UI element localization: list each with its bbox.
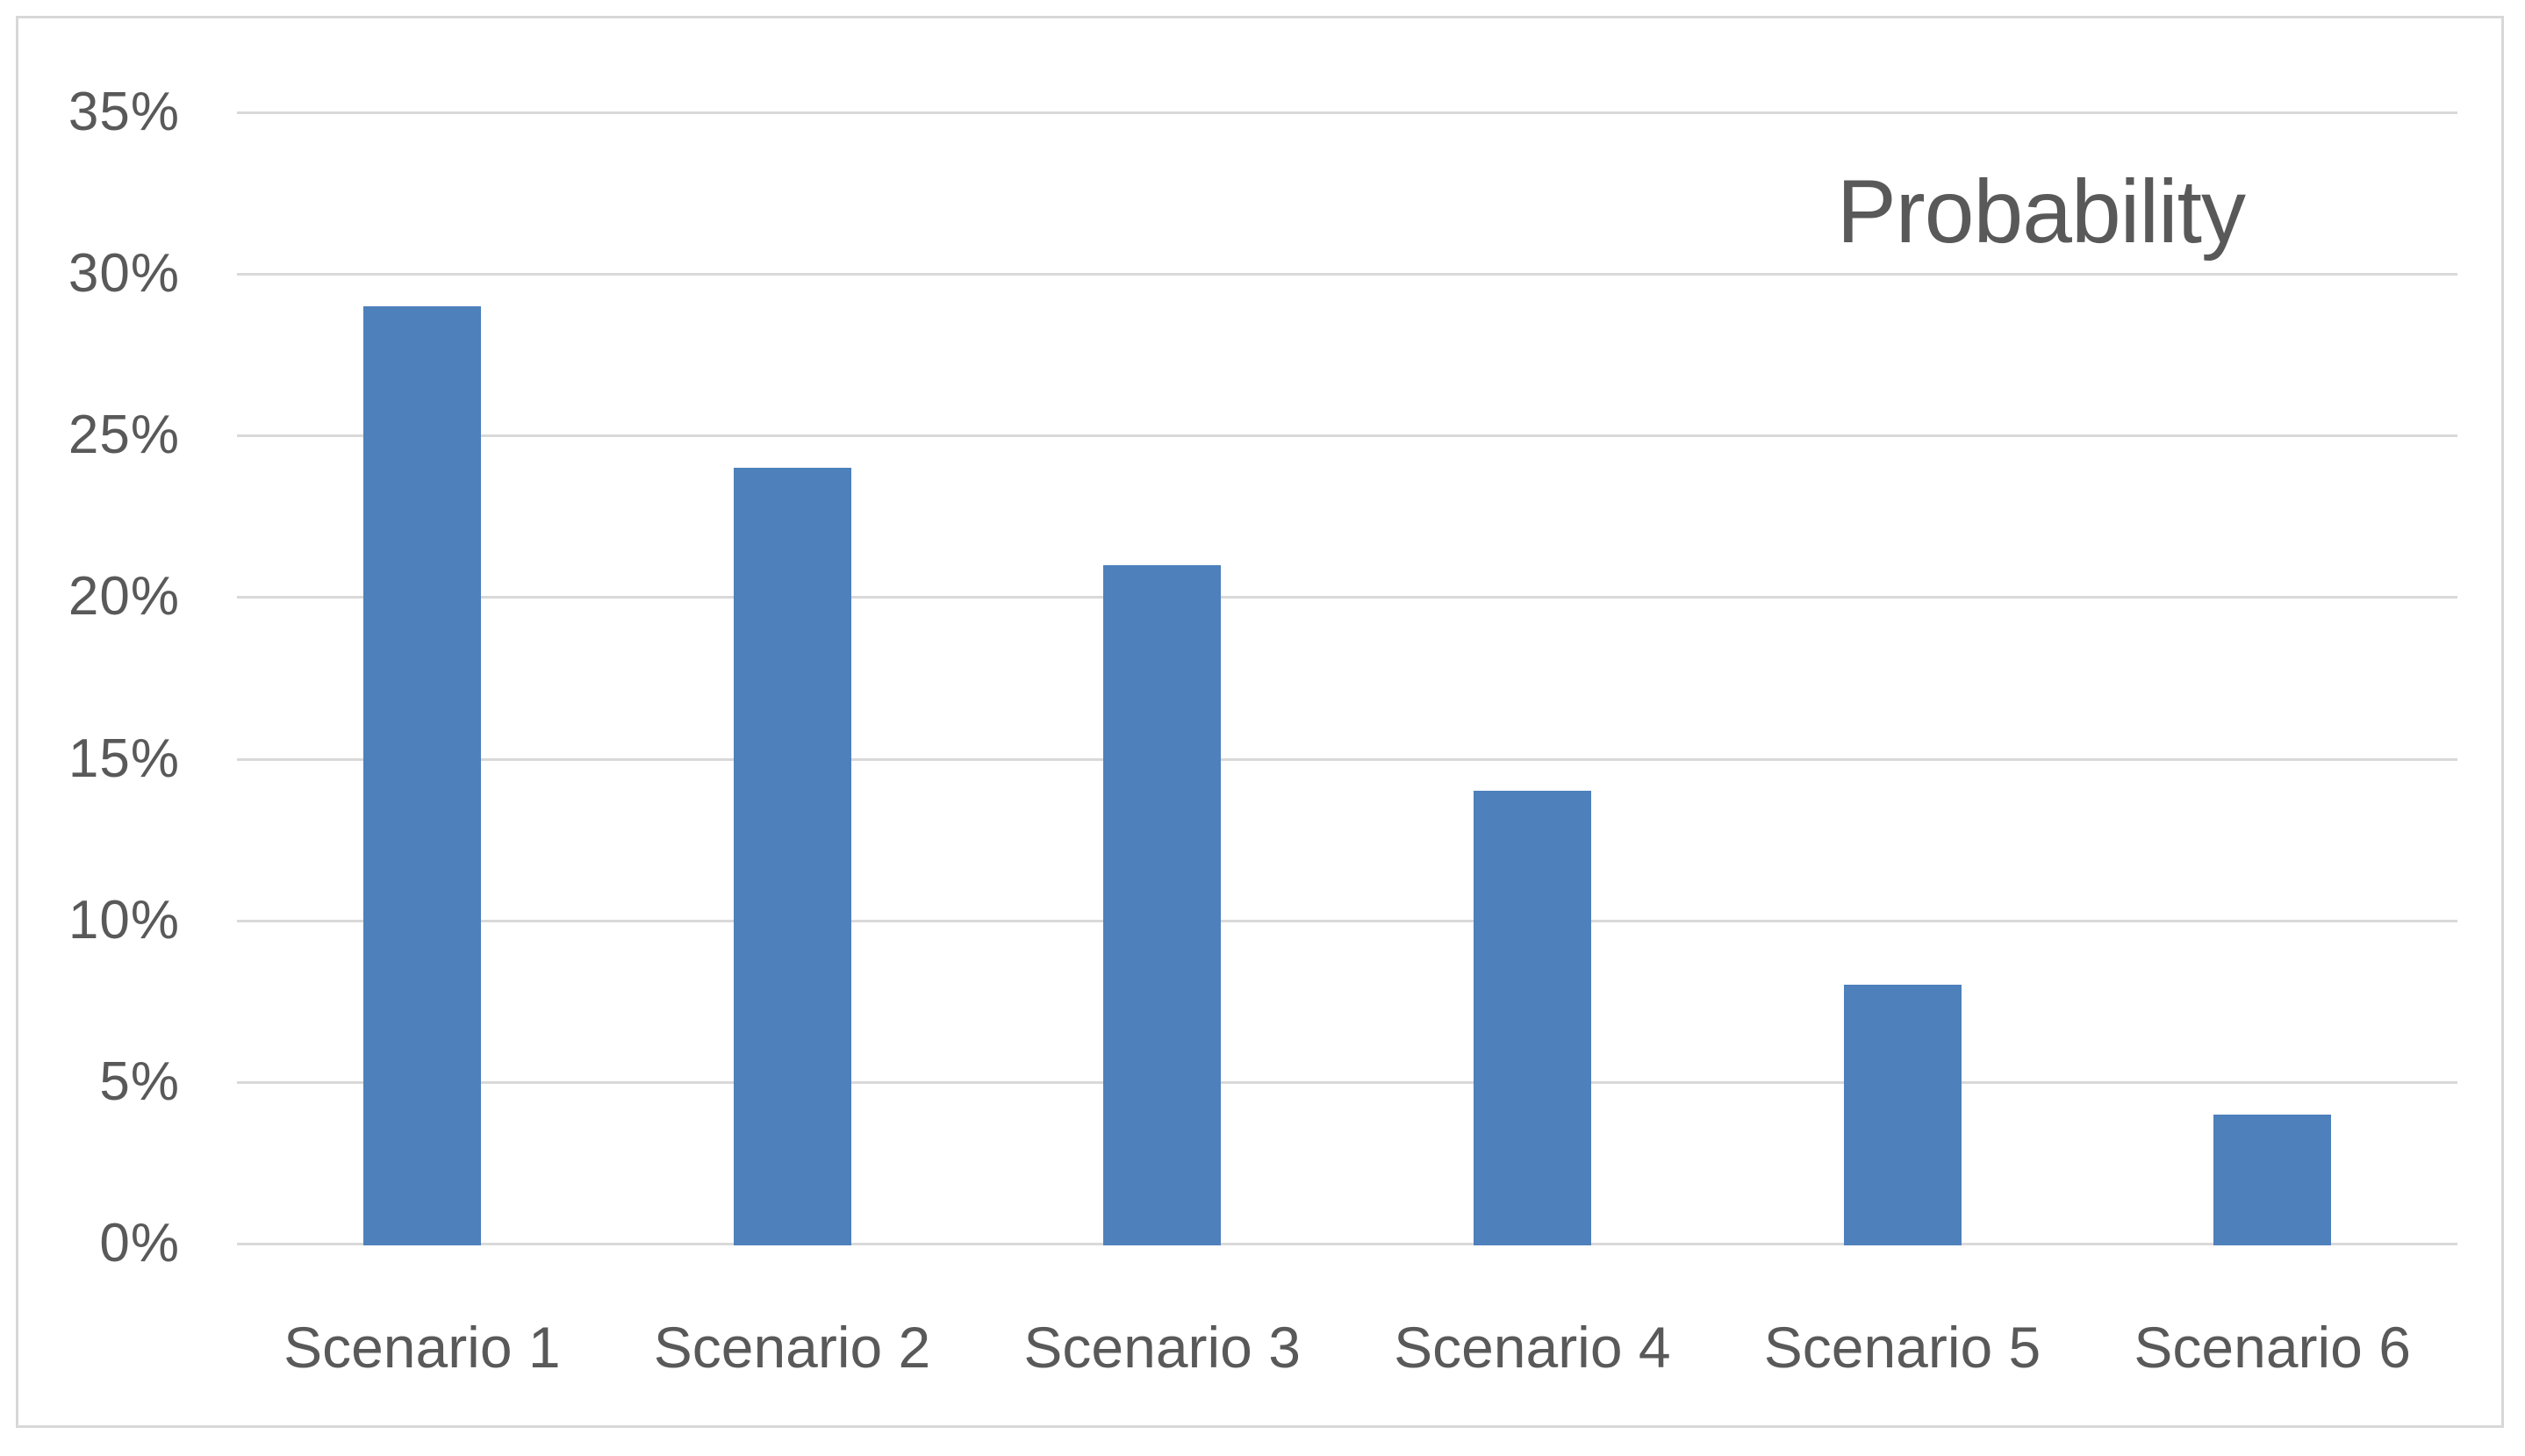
gridline-10% (237, 919, 2457, 922)
chart-frame[interactable]: 0% 5% 10% 15% 20% 25% 30% 35% Scenario 1 Scenari… (16, 16, 2504, 1428)
y-tick-label: 10% (68, 889, 180, 950)
gridline-20% (237, 596, 2457, 599)
bar-scenario-5[interactable] (1843, 985, 1962, 1245)
x-axis-label-6: Scenario 6 (2134, 1315, 2411, 1380)
bar-scenario-2[interactable] (733, 468, 851, 1245)
bar-scenario-1[interactable] (362, 305, 481, 1245)
chart-title[interactable]: Probability (1836, 161, 2246, 262)
gridline-0% (237, 1243, 2457, 1245)
gridline-35% (237, 111, 2457, 114)
gridline-25% (237, 434, 2457, 438)
y-tick-label: 25% (68, 405, 180, 466)
gridline-5% (237, 1080, 2457, 1084)
bar-scenario-4[interactable] (1473, 791, 1591, 1245)
bar-scenario-3[interactable] (1103, 564, 1222, 1245)
gridline-30% (237, 273, 2457, 276)
x-axis-label-5: Scenario 5 (1763, 1315, 2041, 1380)
x-axis-label-4: Scenario 4 (1394, 1315, 1671, 1380)
gridline-15% (237, 757, 2457, 761)
y-tick-label: 30% (68, 243, 180, 305)
y-tick-label: 5% (99, 1051, 180, 1112)
x-axis-label-1: Scenario 1 (283, 1315, 561, 1380)
y-tick-label: 35% (68, 82, 180, 142)
bar-scenario-6[interactable] (2213, 1114, 2332, 1245)
y-tick-label: 20% (68, 566, 180, 628)
y-tick-label: 15% (68, 728, 180, 789)
x-axis-label-3: Scenario 3 (1023, 1315, 1301, 1380)
x-axis-label-2: Scenario 2 (653, 1315, 931, 1380)
y-tick-label: 0% (99, 1213, 180, 1273)
